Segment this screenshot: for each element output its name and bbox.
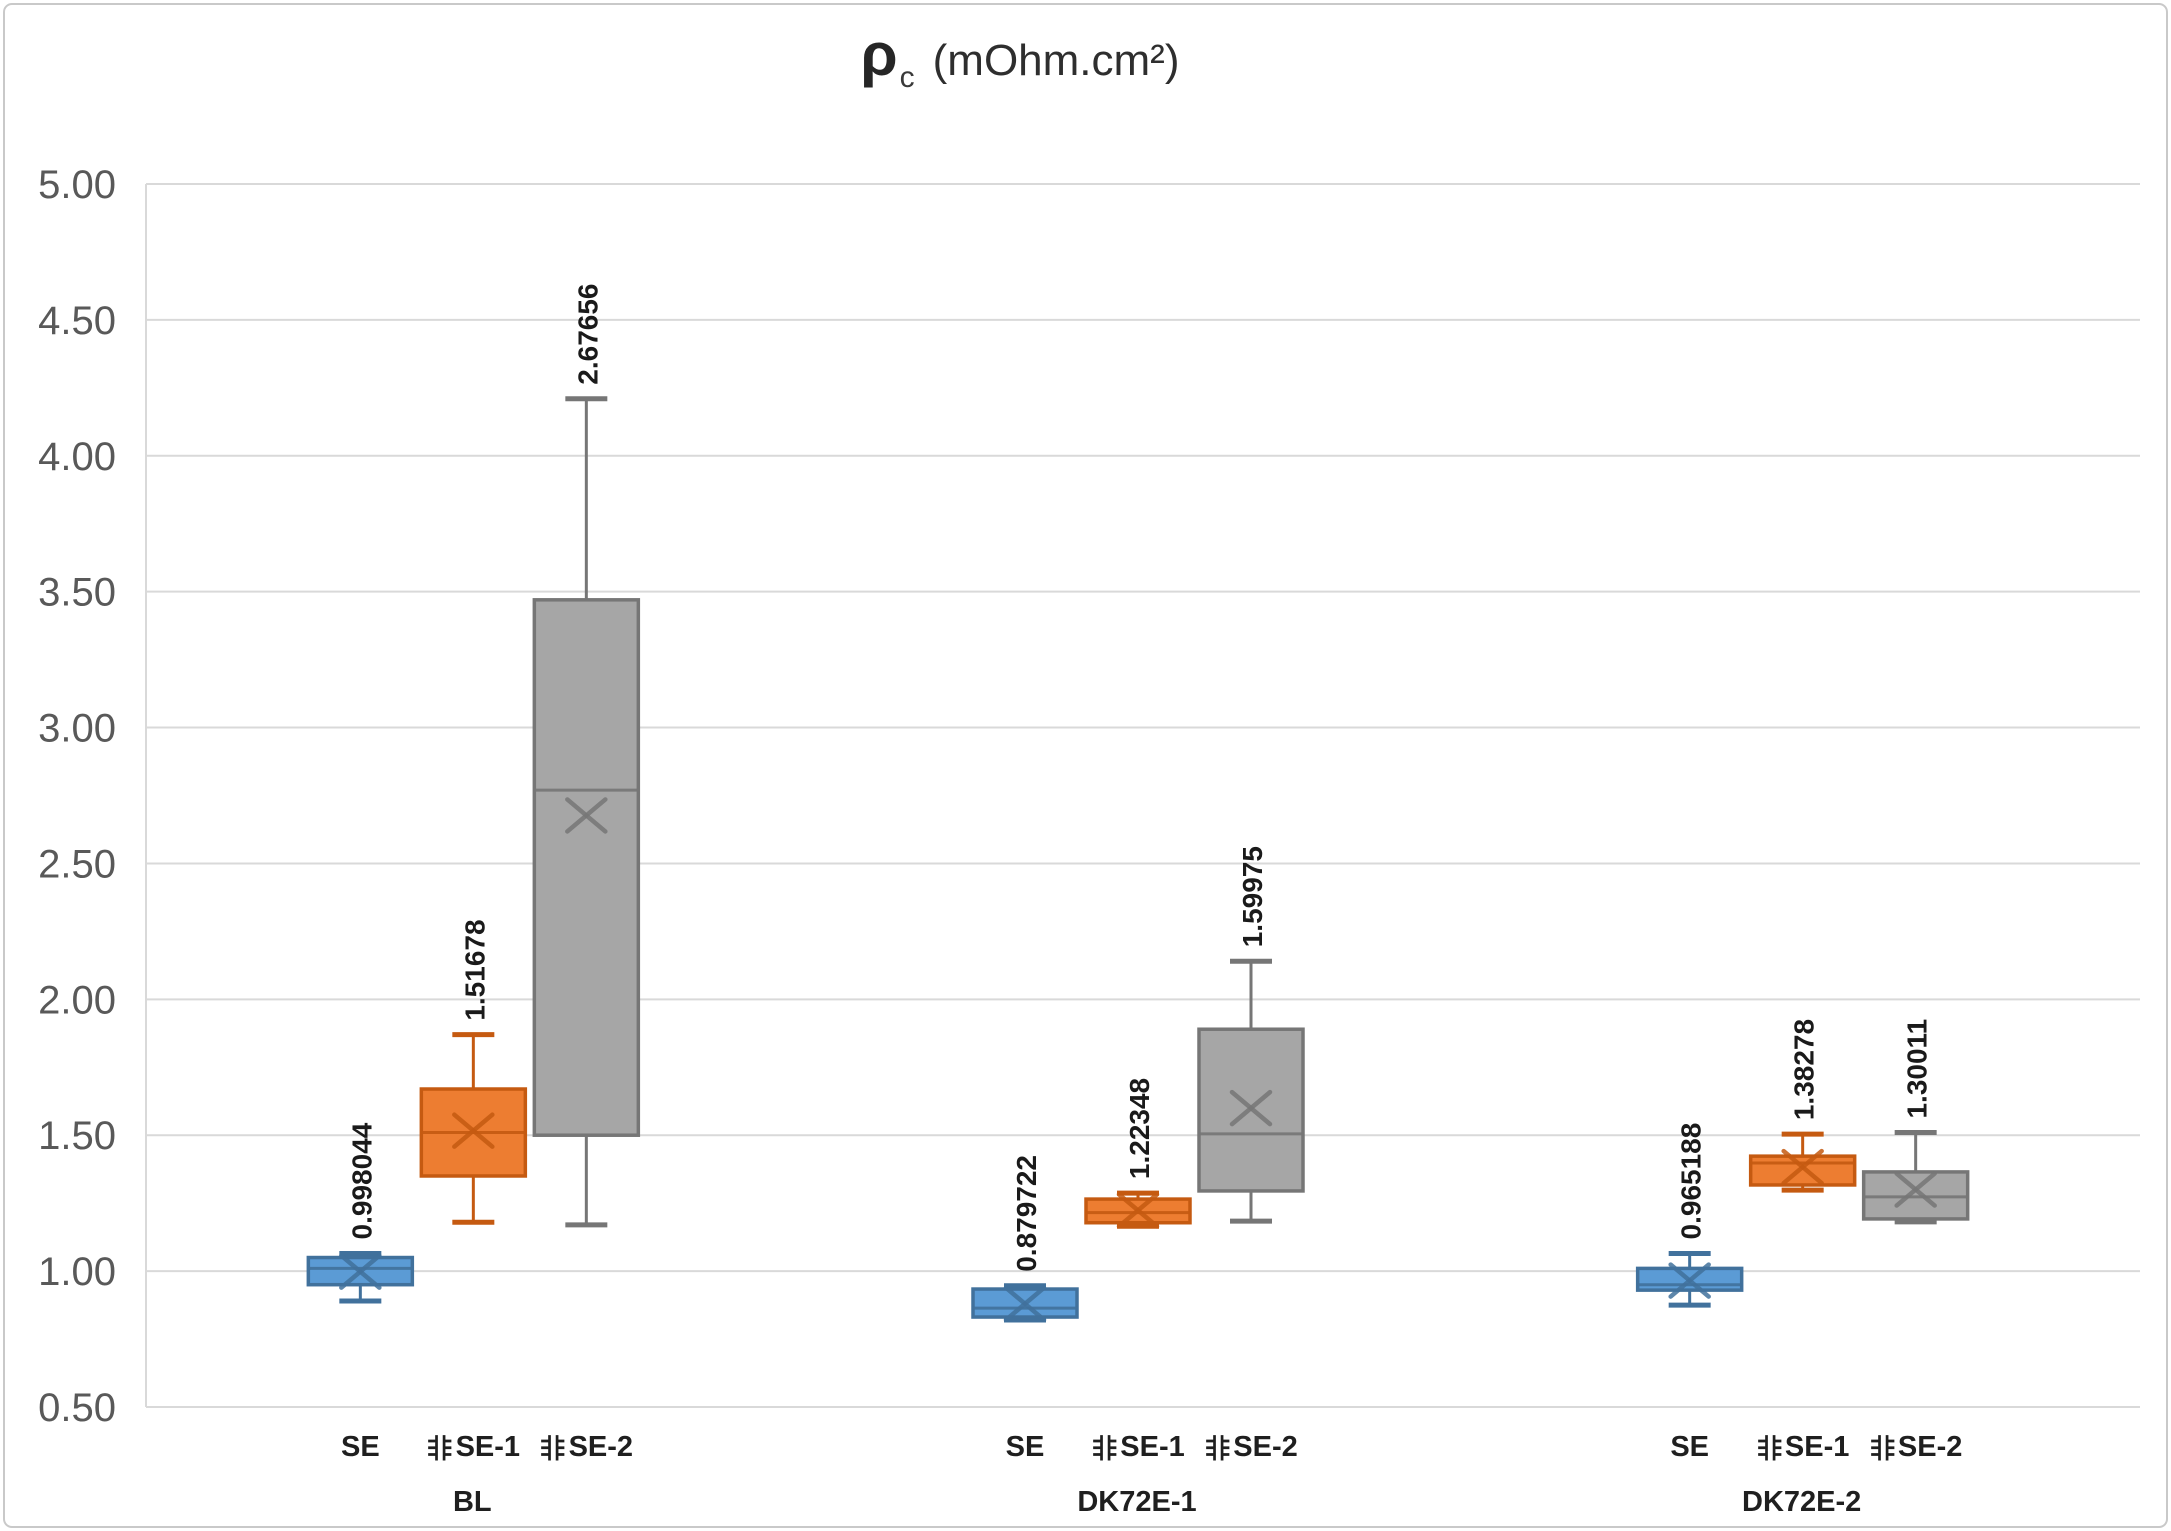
mean-x-marker (1668, 1262, 1711, 1299)
mean-x-marker (452, 1112, 495, 1149)
y-tick-label: 0.50 (38, 1386, 116, 1430)
y-tick-label: 4.50 (38, 299, 116, 343)
mean-x-marker (565, 797, 608, 834)
y-tick-label: 1.00 (38, 1250, 116, 1294)
data-label: 1.51678 (459, 919, 490, 1020)
data-label: 0.965188 (1676, 1123, 1707, 1240)
data-label: 1.22348 (1124, 1078, 1155, 1179)
data-label: 0.998044 (346, 1122, 377, 1239)
box (1748, 1154, 1857, 1187)
mean-x-marker (1781, 1148, 1824, 1186)
box (532, 598, 641, 1137)
mean-x-marker (1229, 1089, 1273, 1127)
y-tick-label: 2.00 (38, 978, 116, 1022)
data-label: 1.38278 (1789, 1019, 1820, 1120)
y-tick-label: 5.00 (38, 163, 116, 207)
mean-x-marker (1003, 1285, 1047, 1323)
title-units: (mOhm.cm²) (932, 36, 1180, 85)
y-tick-label: 4.00 (38, 435, 116, 479)
title-rho-symbol: ρ (860, 21, 898, 88)
box (971, 1287, 1079, 1319)
data-label: 1.59975 (1237, 846, 1268, 947)
y-tick-label: 3.50 (38, 571, 116, 615)
title-subscript: c (899, 61, 915, 94)
data-label: 1.30011 (1902, 1019, 1933, 1119)
mean-x-marker (339, 1253, 382, 1290)
y-tick-label: 1.50 (38, 1114, 116, 1158)
data-label: 2.67656 (572, 283, 603, 384)
mean-x-marker (1116, 1192, 1160, 1229)
y-tick-label: 3.00 (38, 707, 116, 751)
chart-title: ρc (mOhm.cm²) (860, 20, 1180, 94)
mean-x-marker (1894, 1171, 1937, 1208)
y-tick-label: 2.50 (38, 842, 116, 886)
data-label: 0.879722 (1011, 1155, 1042, 1272)
